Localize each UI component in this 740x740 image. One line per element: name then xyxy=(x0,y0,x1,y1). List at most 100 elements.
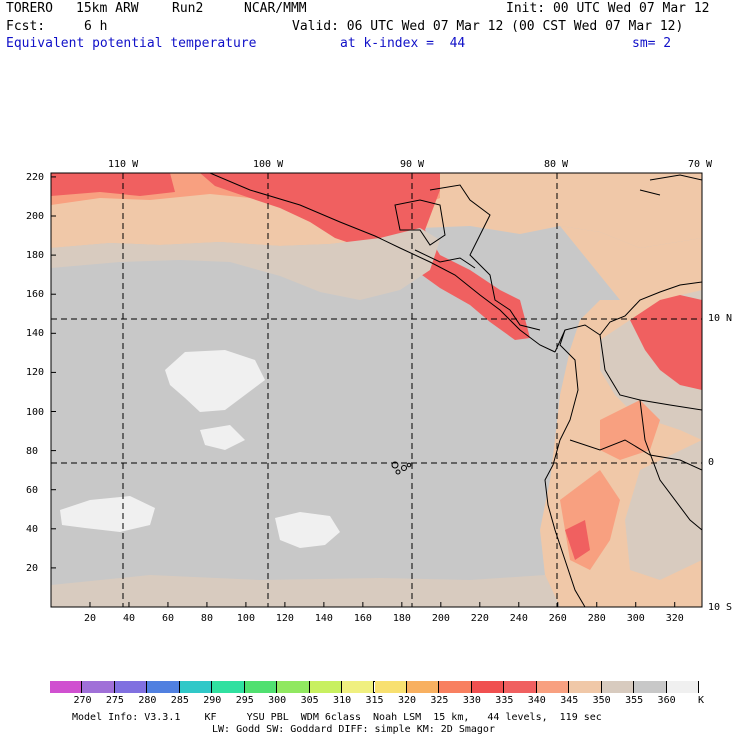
x-tick-label: 120 xyxy=(275,613,294,624)
colorbar-level-label: 320 xyxy=(397,695,416,706)
coastline-pacific-central-america xyxy=(209,173,556,353)
border-peru-brazil xyxy=(639,399,702,531)
border-colombia-east xyxy=(599,334,702,411)
y-tick-label: 60 xyxy=(26,484,39,496)
warm-patch-ecuador xyxy=(600,400,660,460)
x-tick-label: 320 xyxy=(665,613,684,624)
galapagos-island-4 xyxy=(406,462,412,468)
border-ecuador-peru xyxy=(569,439,702,471)
colorbar-swatch xyxy=(406,681,440,693)
x-tick-label: 60 xyxy=(161,613,174,624)
colorbar-swatch xyxy=(277,681,310,693)
x-tick-label: 160 xyxy=(353,613,372,624)
colorbar-level-label: 325 xyxy=(430,695,449,706)
lat-label-10n: 10 N xyxy=(708,313,733,324)
y-tick-label: 80 xyxy=(26,445,39,457)
y-tick-label: 220 xyxy=(26,171,45,183)
cold-patch-4 xyxy=(200,425,245,450)
colorbar-swatch xyxy=(666,681,699,693)
border-guatemala-belize xyxy=(394,199,446,246)
border-honduras xyxy=(414,249,476,269)
colorbar-swatch xyxy=(309,681,343,693)
colorbar-level-label: 350 xyxy=(592,695,611,706)
colorbar-swatch xyxy=(504,681,537,693)
colorbar-unit: K xyxy=(698,695,705,706)
y-tick-label: 140 xyxy=(26,328,45,340)
colorbar-level-label: 355 xyxy=(625,695,644,706)
model-info: Model Info: V3.3.1 KF YSU PBL WDM 6class… xyxy=(72,712,602,723)
lon-label-70w: 70 W xyxy=(688,159,713,170)
colorbar-swatch xyxy=(439,681,472,693)
forecast-label: Fcst: xyxy=(6,19,46,34)
x-tick-label: 80 xyxy=(200,613,213,624)
colorbar-swatch xyxy=(179,681,213,693)
lon-label-90w: 90 W xyxy=(400,159,425,170)
coastline-caribbean-islands xyxy=(639,174,702,196)
colorbar-level-label: 360 xyxy=(657,695,676,706)
colorbar-level-label: 305 xyxy=(300,695,319,706)
y-tick-label: 100 xyxy=(26,406,45,418)
vertical-level: at k-index = 44 xyxy=(340,36,466,51)
lon-label-110w: 110 W xyxy=(108,159,139,170)
colorbar-swatch xyxy=(342,681,375,693)
galapagos-island-2 xyxy=(401,465,407,471)
colorbar-level-label: 345 xyxy=(560,695,579,706)
cool-patch-brazil xyxy=(625,440,702,580)
hot-patch-nw xyxy=(51,173,175,196)
x-tick-label: 220 xyxy=(470,613,489,624)
x-tick-label: 20 xyxy=(83,613,97,624)
colorbar-swatch xyxy=(601,681,635,693)
cold-patch-3 xyxy=(275,512,340,548)
x-tick-label: 40 xyxy=(122,613,135,624)
colorbar-swatch xyxy=(471,681,505,693)
lat-label-10s: 10 S xyxy=(708,602,733,613)
y-tick-label: 40 xyxy=(26,523,39,535)
y-tick-label: 160 xyxy=(26,289,45,301)
colorbar-level-label: 295 xyxy=(235,695,254,706)
transition-band-south xyxy=(51,575,560,607)
y-axis-ticks xyxy=(51,176,56,569)
colorbar-level-label: 335 xyxy=(495,695,514,706)
colorbar-level-label: 270 xyxy=(73,695,92,706)
lon-label-100w: 100 W xyxy=(253,159,284,170)
run-label: Run2 xyxy=(172,1,204,16)
x-tick-label: 100 xyxy=(236,613,255,624)
colorbar-level-label: 340 xyxy=(527,695,546,706)
cold-patch-2 xyxy=(60,496,155,532)
y-tick-label: 20 xyxy=(26,562,39,574)
colorbar-level-label: 315 xyxy=(365,695,384,706)
valid-time: Valid: 06 UTC Wed 07 Mar 12 (00 CST Wed … xyxy=(292,19,684,34)
coastline-colombia-north xyxy=(554,281,702,353)
forecast-hours: 6 h xyxy=(84,19,108,34)
lon-label-80w: 80 W xyxy=(544,159,569,170)
colorbar-swatch xyxy=(114,681,148,693)
y-tick-label: 180 xyxy=(26,250,45,262)
x-tick-label: 140 xyxy=(314,613,333,624)
x-tick-label: 200 xyxy=(431,613,450,624)
smoothing-label: sm= 2 xyxy=(632,36,672,51)
colorbar-swatch xyxy=(50,681,83,693)
physics-info: LW: Godd SW: Goddard DIFF: simple KM: 2D… xyxy=(212,724,495,735)
model-name: TORERO xyxy=(6,1,53,16)
coastline-caribbean xyxy=(429,184,541,331)
cold-patch-1 xyxy=(165,350,265,412)
colorbar-swatch xyxy=(374,681,407,693)
org-label: NCAR/MMM xyxy=(244,1,307,16)
y-tick-label: 200 xyxy=(26,211,45,222)
colorbar-level-label: 330 xyxy=(462,695,481,706)
colorbar-level-label: 310 xyxy=(333,695,352,706)
colorbar-level-label: 280 xyxy=(138,695,157,706)
galapagos-island-3 xyxy=(395,469,401,475)
lat-label-0: 0 xyxy=(708,457,715,468)
x-tick-label: 280 xyxy=(587,613,606,624)
x-tick-label: 300 xyxy=(626,613,645,624)
coastline-south-america-pacific xyxy=(544,329,586,607)
x-tick-label: 240 xyxy=(509,613,528,624)
colorbar-swatch xyxy=(82,681,115,693)
colorbar-level-label: 275 xyxy=(105,695,124,706)
init-time: Init: 00 UTC Wed 07 Mar 12 xyxy=(506,1,710,16)
colorbar-swatch xyxy=(569,681,602,693)
colorbar-level-label: 300 xyxy=(268,695,287,706)
model-resolution: 15km ARW xyxy=(76,1,139,16)
